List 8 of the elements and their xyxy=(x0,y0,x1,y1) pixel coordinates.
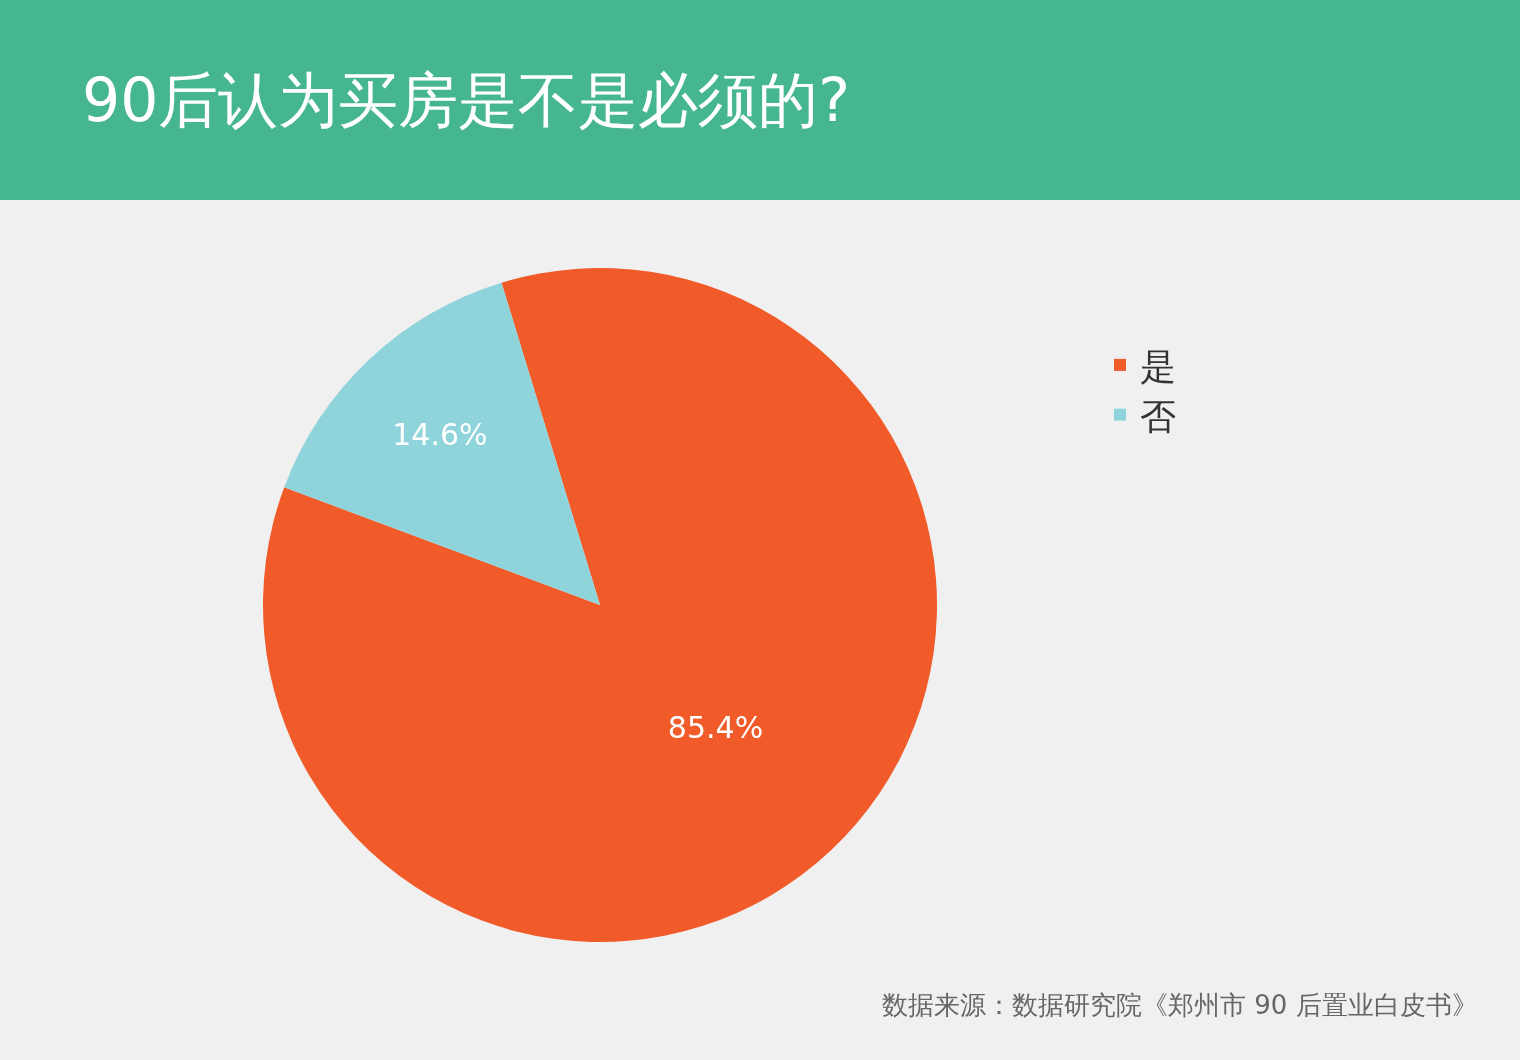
pie-slice xyxy=(284,282,600,605)
chart-title: 90后认为买房是不是必须的? xyxy=(82,65,851,135)
data-label: 85.4% xyxy=(667,710,764,746)
data-label: 14.6% xyxy=(392,417,488,453)
source-note: 数据来源：数据研究院《郑州市 90 后置业白皮书》 xyxy=(882,990,1478,1020)
legend-label: 是 xyxy=(1140,345,1176,387)
legend-label: 否 xyxy=(1140,395,1176,437)
pie-slice xyxy=(263,268,937,942)
